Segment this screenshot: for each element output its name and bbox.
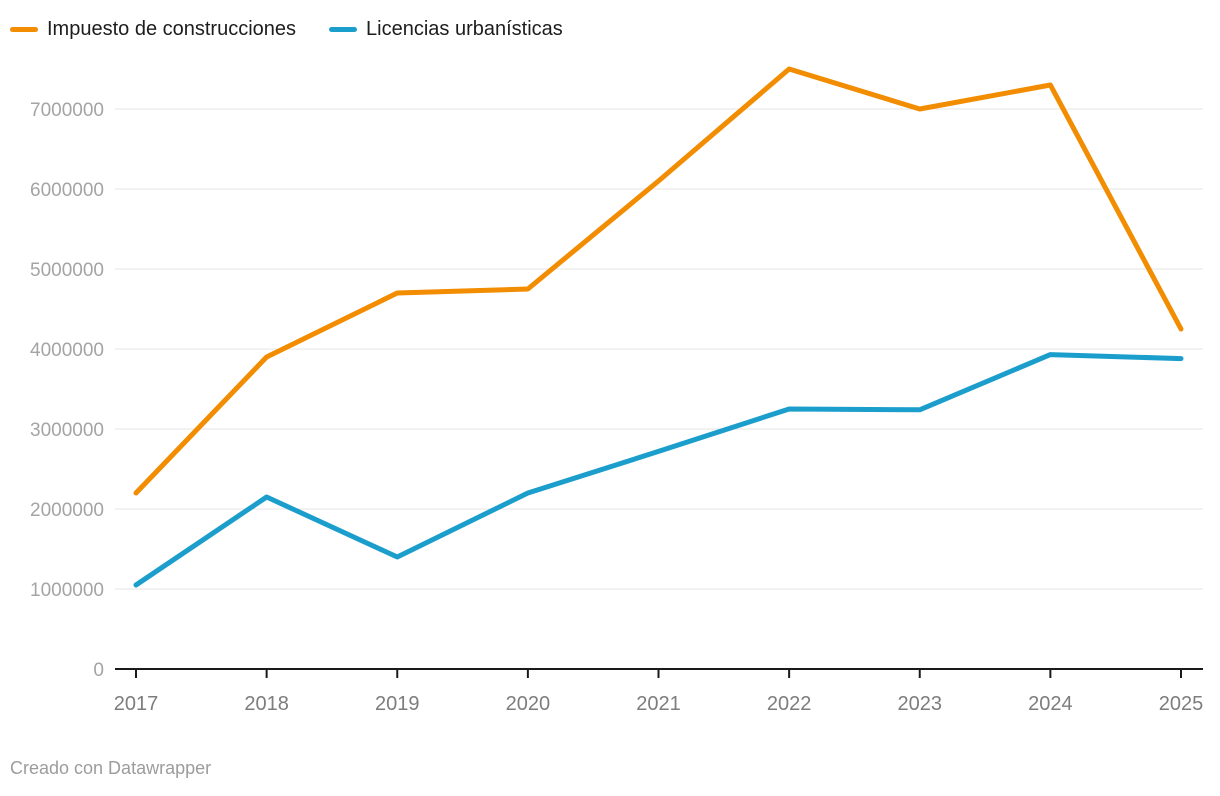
legend-label-impuesto: Impuesto de construcciones xyxy=(47,18,297,40)
y-tick-label: 5000000 xyxy=(30,260,104,281)
x-tick-label: 2022 xyxy=(767,693,812,715)
x-tick-label: 2023 xyxy=(898,693,943,715)
series-line-impuesto-de-construcciones xyxy=(133,66,1184,496)
legend: Impuesto de construcciones Licencias urb… xyxy=(10,17,563,41)
attribution-text: Creado con Datawrapper xyxy=(10,758,212,778)
legend-swatch-licencias-icon xyxy=(329,26,358,32)
series-line-licencias-urbanisticas xyxy=(133,352,1184,588)
legend-swatch-impuesto-icon xyxy=(10,26,38,32)
x-tick-label: 2024 xyxy=(1028,693,1073,715)
y-tick-label: 4000000 xyxy=(30,340,104,361)
x-tick-label: 2025 xyxy=(1159,693,1204,715)
legend-item-impuesto: Impuesto de construcciones xyxy=(10,17,296,41)
x-tick-label: 2020 xyxy=(506,693,551,715)
legend-item-licencias: Licencias urbanísticas xyxy=(329,17,563,41)
x-tick-label: 2017 xyxy=(114,693,159,715)
y-tick-label: 2000000 xyxy=(30,500,104,521)
y-tick-label: 3000000 xyxy=(30,420,104,441)
y-tick-label: 0 xyxy=(93,660,104,681)
y-tick-label: 6000000 xyxy=(30,180,104,201)
x-tick-label: 2021 xyxy=(636,693,681,715)
line-chart: 0 1000000 2000000 3000000 4000000 5000000 6000… xyxy=(30,66,1204,715)
y-tick-label: 1000000 xyxy=(30,580,104,601)
legend-label-licencias: Licencias urbanísticas xyxy=(366,18,563,40)
x-tick-label: 2019 xyxy=(375,693,420,715)
y-tick-label: 7000000 xyxy=(30,100,104,121)
x-tick-label: 2018 xyxy=(244,693,289,715)
